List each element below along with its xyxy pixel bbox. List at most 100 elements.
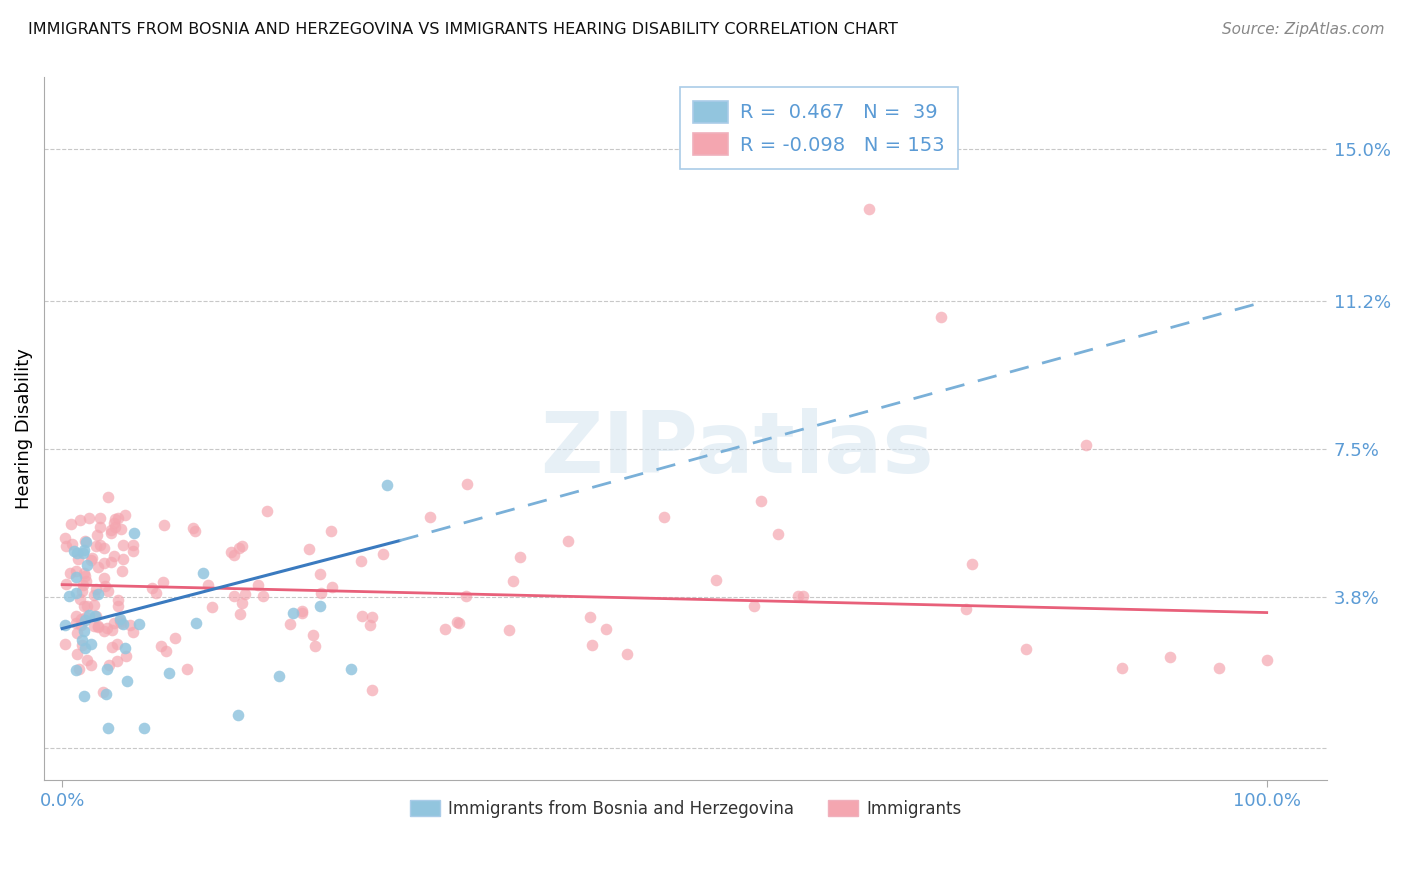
Point xyxy=(97,722,120,736)
Point xyxy=(76,653,98,667)
Point xyxy=(704,573,727,587)
Point xyxy=(502,574,524,588)
Point xyxy=(65,615,87,630)
Legend: Immigrants from Bosnia and Herzegovina, Immigrants: Immigrants from Bosnia and Herzegovina, … xyxy=(404,793,967,825)
Point xyxy=(744,599,766,613)
Point xyxy=(298,542,321,557)
Point xyxy=(67,552,90,566)
Point xyxy=(498,624,520,638)
Point xyxy=(100,555,122,569)
Point xyxy=(350,554,373,568)
Point xyxy=(94,579,117,593)
Point xyxy=(595,623,617,637)
Point xyxy=(73,543,96,558)
Point xyxy=(69,592,91,607)
Point xyxy=(87,559,110,574)
Point xyxy=(446,615,468,629)
Point xyxy=(578,609,600,624)
Point xyxy=(309,566,332,581)
Point xyxy=(75,640,97,655)
Point xyxy=(87,620,110,634)
Point xyxy=(60,537,83,551)
Point xyxy=(283,607,305,621)
Point xyxy=(229,607,252,622)
Point xyxy=(69,617,91,632)
Point xyxy=(247,578,270,592)
Point xyxy=(103,516,125,531)
Point xyxy=(93,624,115,638)
Point xyxy=(616,647,638,661)
Point xyxy=(96,621,118,635)
Point xyxy=(1111,661,1133,675)
Point xyxy=(960,557,983,571)
Point xyxy=(58,589,80,603)
Point xyxy=(149,639,172,653)
Point xyxy=(132,722,155,736)
Point xyxy=(91,685,114,699)
Point xyxy=(377,477,399,491)
Point xyxy=(115,674,138,689)
Point xyxy=(108,612,131,626)
Point xyxy=(291,606,314,620)
Point xyxy=(152,518,174,533)
Point xyxy=(65,569,87,583)
Point xyxy=(79,637,101,651)
Point xyxy=(1015,641,1038,656)
Point xyxy=(449,615,471,630)
Point xyxy=(114,649,136,664)
Point xyxy=(87,619,110,633)
Point xyxy=(792,589,814,603)
Point xyxy=(98,657,121,672)
Point xyxy=(184,524,207,538)
Point xyxy=(226,707,249,722)
Point xyxy=(69,513,91,527)
Point xyxy=(955,601,977,615)
Point xyxy=(359,618,381,632)
Point xyxy=(1208,661,1230,675)
Point xyxy=(361,610,384,624)
Point xyxy=(321,580,343,594)
Point xyxy=(62,544,84,558)
Point xyxy=(110,522,132,536)
Point xyxy=(228,541,250,556)
Point xyxy=(103,549,125,563)
Point xyxy=(89,510,111,524)
Point xyxy=(114,508,136,522)
Point xyxy=(60,516,83,531)
Point xyxy=(107,593,129,607)
Point xyxy=(73,599,96,614)
Point xyxy=(252,589,274,603)
Point xyxy=(73,689,96,703)
Point xyxy=(79,511,101,525)
Point xyxy=(371,547,394,561)
Y-axis label: Hearing Disability: Hearing Disability xyxy=(15,349,32,509)
Point xyxy=(858,202,880,217)
Point xyxy=(112,538,135,552)
Point xyxy=(66,647,89,661)
Point xyxy=(181,521,204,535)
Point xyxy=(103,512,125,526)
Point xyxy=(72,633,94,648)
Point xyxy=(89,538,111,552)
Point xyxy=(319,524,342,539)
Point xyxy=(278,617,301,632)
Point xyxy=(121,544,143,558)
Point xyxy=(302,628,325,642)
Point xyxy=(55,577,77,591)
Point xyxy=(1159,649,1181,664)
Point xyxy=(145,586,167,600)
Point xyxy=(231,539,253,553)
Point xyxy=(83,588,105,602)
Point xyxy=(309,599,332,613)
Point xyxy=(340,662,363,676)
Point xyxy=(67,662,90,676)
Point xyxy=(93,571,115,585)
Point xyxy=(155,644,177,658)
Point xyxy=(97,490,120,504)
Point xyxy=(96,662,118,676)
Point xyxy=(89,520,111,534)
Point xyxy=(73,569,96,583)
Point xyxy=(141,581,163,595)
Point xyxy=(120,618,142,632)
Point xyxy=(53,617,76,632)
